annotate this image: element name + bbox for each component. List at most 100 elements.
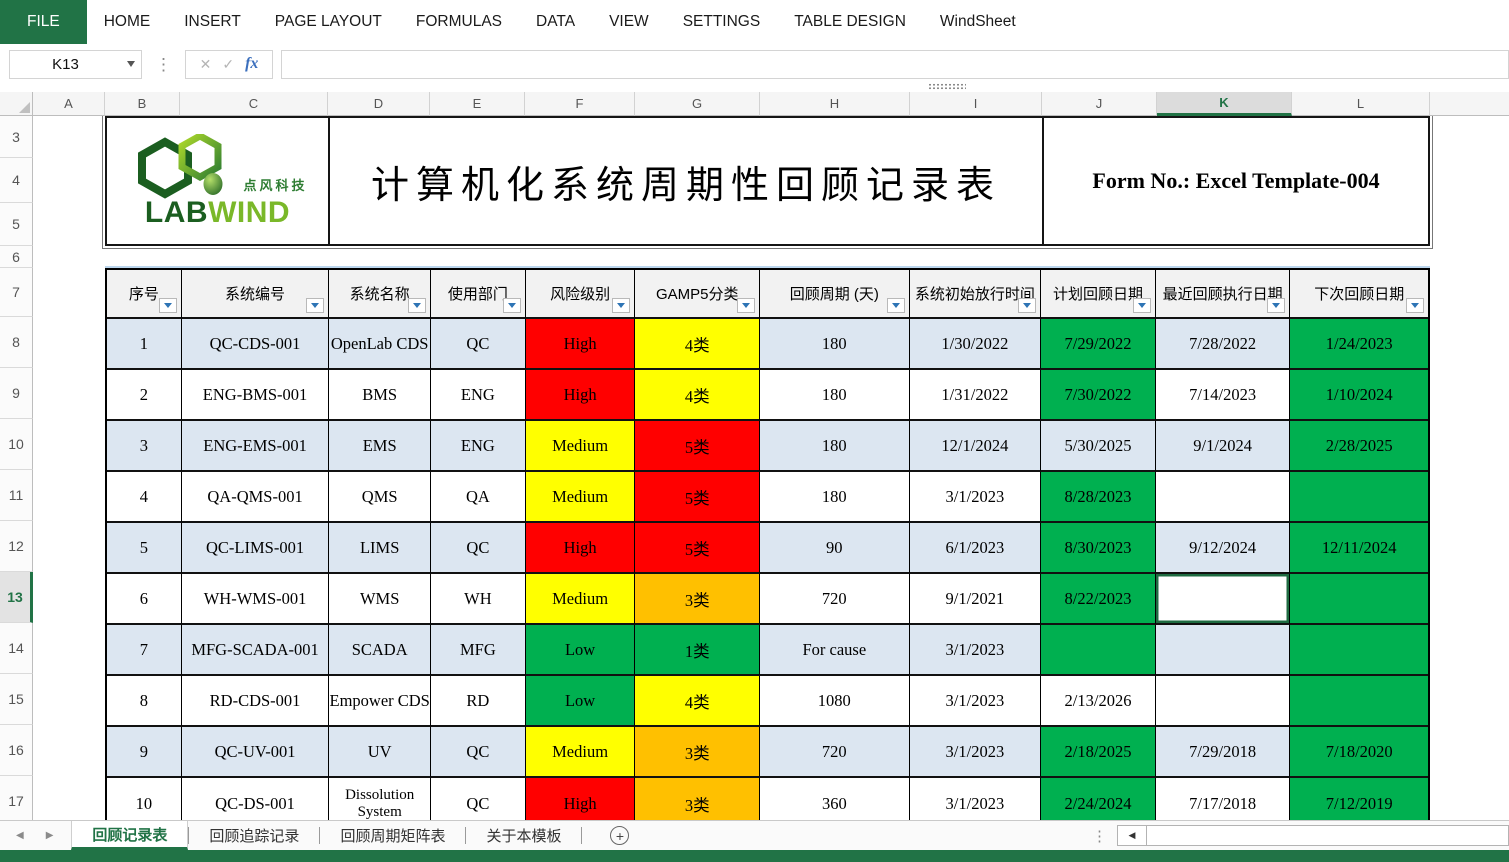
cell-last_exec[interactable]: 9/12/2024 (1155, 523, 1291, 574)
cell-gamp[interactable]: 3类 (635, 778, 761, 820)
cell-planned[interactable]: 2/13/2026 (1041, 676, 1156, 727)
filter-button[interactable] (737, 298, 756, 313)
column-header-E[interactable]: E (430, 92, 525, 116)
cell-initial_release[interactable]: 3/1/2023 (909, 676, 1042, 727)
filter-button[interactable] (502, 298, 521, 313)
table-header-cell[interactable]: GAMP5分类 (635, 270, 761, 319)
cell-next[interactable] (1290, 625, 1428, 676)
cell-seq[interactable]: 8 (107, 676, 182, 727)
cell-period[interactable]: 1080 (760, 676, 910, 727)
sheet-tab-1[interactable]: 回顾记录表 (71, 821, 189, 850)
cell-gamp[interactable]: 4类 (635, 319, 761, 370)
cell-period[interactable]: 720 (760, 574, 910, 625)
cell-planned[interactable]: 8/30/2023 (1041, 523, 1156, 574)
cell-next[interactable] (1290, 472, 1428, 523)
menu-windsheet[interactable]: WindSheet (939, 13, 1016, 30)
cell-gamp[interactable]: 4类 (635, 676, 761, 727)
menu-page-layout[interactable]: PAGE LAYOUT (274, 13, 382, 30)
cell-system_id[interactable]: RD-CDS-001 (181, 676, 330, 727)
cell-seq[interactable]: 6 (107, 574, 182, 625)
select-all-corner[interactable] (0, 92, 33, 116)
more-handle-icon[interactable]: ⋮ (155, 54, 172, 74)
menu-table-design[interactable]: TABLE DESIGN (794, 13, 906, 30)
table-header-cell[interactable]: 下次回顾日期 (1290, 270, 1428, 319)
column-header-A[interactable]: A (33, 92, 105, 116)
row-header-3[interactable]: 3 (0, 116, 33, 158)
cell-dept[interactable]: ENG (431, 370, 526, 421)
table-header-cell[interactable]: 系统初始放行时间 (909, 270, 1042, 319)
row-header-16[interactable]: 16 (0, 725, 33, 776)
cell-risk[interactable]: High (525, 523, 636, 574)
column-header-L[interactable]: L (1292, 92, 1430, 116)
cell-dept[interactable]: WH (431, 574, 526, 625)
menu-data[interactable]: DATA (536, 13, 576, 30)
cell-next[interactable]: 7/18/2020 (1290, 727, 1428, 778)
cell-next[interactable]: 1/10/2024 (1290, 370, 1428, 421)
row-header-15[interactable]: 15 (0, 674, 33, 725)
cell-system_id[interactable]: MFG-SCADA-001 (181, 625, 330, 676)
cell-risk[interactable]: Low (525, 625, 636, 676)
cell-planned[interactable]: 5/30/2025 (1041, 421, 1156, 472)
cell-system_name[interactable]: LIMS (329, 523, 432, 574)
table-header-cell[interactable]: 使用部门 (431, 270, 526, 319)
cell-system_name[interactable]: OpenLab CDS (329, 319, 432, 370)
row-header-8[interactable]: 8 (0, 317, 33, 368)
cell-risk[interactable]: High (525, 370, 636, 421)
cell-seq[interactable]: 7 (107, 625, 182, 676)
filter-button[interactable] (158, 298, 177, 313)
row-header-7[interactable]: 7 (0, 268, 33, 317)
cell-seq[interactable]: 2 (107, 370, 182, 421)
table-header-cell[interactable]: 系统名称 (329, 270, 432, 319)
cell-last_exec[interactable]: 7/14/2023 (1155, 370, 1291, 421)
cell-system_name[interactable]: UV (329, 727, 432, 778)
column-header-I[interactable]: I (910, 92, 1042, 116)
cell-last_exec[interactable]: 7/17/2018 (1155, 778, 1291, 820)
cell-system_id[interactable]: ENG-BMS-001 (181, 370, 330, 421)
cell-system_name[interactable]: SCADA (329, 625, 432, 676)
menu-formulas[interactable]: FORMULAS (415, 13, 503, 30)
tabbar-more-icon[interactable]: ⋮ (1092, 828, 1107, 845)
row-header-12[interactable]: 12 (0, 521, 33, 572)
filter-button[interactable] (886, 298, 905, 313)
cell-system_id[interactable]: QC-CDS-001 (181, 319, 330, 370)
cell-next[interactable]: 7/12/2019 (1290, 778, 1429, 820)
add-sheet-button[interactable]: + (610, 826, 630, 845)
filter-button[interactable] (1406, 298, 1424, 313)
cell-planned[interactable]: 8/22/2023 (1041, 574, 1156, 625)
cell-planned[interactable]: 7/29/2022 (1041, 319, 1156, 370)
row-header-5[interactable]: 5 (0, 203, 33, 246)
cancel-icon[interactable]: ✕ (199, 55, 212, 72)
cell-system_id[interactable]: QC-DS-001 (181, 778, 330, 820)
cell-initial_release[interactable]: 3/1/2023 (909, 778, 1042, 820)
row-header-13[interactable]: 13 (0, 572, 33, 623)
cell-system_id[interactable]: QC-LIMS-001 (181, 523, 330, 574)
cell-seq[interactable]: 9 (107, 727, 182, 778)
menu-file[interactable]: FILE (0, 0, 87, 44)
cell-seq[interactable]: 5 (107, 523, 182, 574)
cell-planned[interactable] (1041, 625, 1156, 676)
row-header-10[interactable]: 10 (0, 419, 33, 470)
cell-system_id[interactable]: ENG-EMS-001 (181, 421, 330, 472)
column-header-H[interactable]: H (760, 92, 910, 116)
table-header-cell[interactable]: 最近回顾执行日期 (1155, 270, 1291, 319)
nav-right-icon[interactable]: ▶ (45, 830, 54, 841)
nav-left-icon[interactable]: ◀ (16, 830, 24, 841)
sheet-tab-4[interactable]: 关于本模板 (486, 828, 562, 845)
cell-next[interactable] (1290, 574, 1428, 625)
cell-system_id[interactable]: QA-QMS-001 (181, 472, 330, 523)
cell-next[interactable]: 12/11/2024 (1290, 523, 1428, 574)
cell-dept[interactable]: QC (431, 778, 526, 820)
cell-system_name[interactable]: BMS (329, 370, 432, 421)
cell-risk[interactable]: Medium (525, 727, 636, 778)
cell-period[interactable]: 180 (760, 472, 910, 523)
formula-bar-resize-handle[interactable] (928, 83, 966, 90)
cell-gamp[interactable]: 5类 (635, 472, 761, 523)
cell-risk[interactable]: Medium (525, 421, 636, 472)
cell-planned[interactable]: 7/30/2022 (1041, 370, 1156, 421)
cell-dept[interactable]: QA (431, 472, 526, 523)
cell-period[interactable]: For cause (760, 625, 910, 676)
table-header-cell[interactable]: 风险级别 (525, 270, 636, 319)
menu-home[interactable]: HOME (103, 13, 151, 30)
column-header-K[interactable]: K (1157, 92, 1292, 116)
cell-next[interactable] (1290, 676, 1428, 727)
